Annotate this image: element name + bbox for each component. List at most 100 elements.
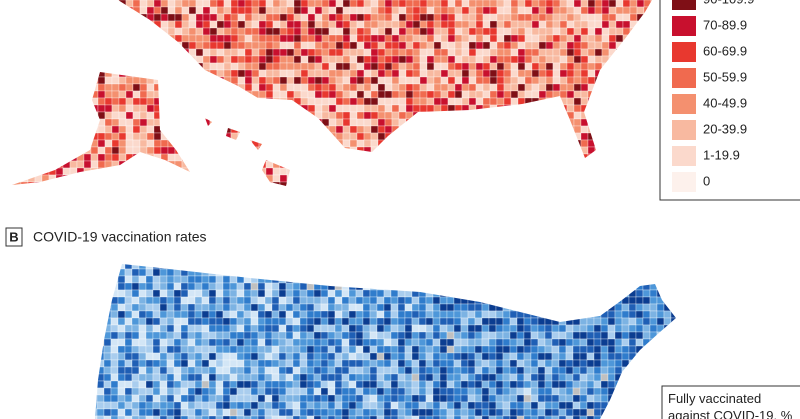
- county: [349, 118, 358, 127]
- county: [131, 264, 140, 270]
- county: [461, 104, 470, 113]
- county: [243, 317, 252, 326]
- county: [384, 69, 393, 78]
- county: [628, 338, 637, 347]
- county: [95, 352, 98, 361]
- county: [307, 55, 316, 64]
- county: [447, 174, 456, 183]
- county: [446, 310, 455, 319]
- county: [432, 345, 441, 354]
- county: [482, 6, 491, 15]
- county: [34, 132, 43, 141]
- county: [643, 174, 652, 183]
- county: [341, 394, 350, 403]
- county: [600, 268, 609, 277]
- county: [166, 366, 175, 375]
- county: [195, 160, 204, 169]
- county: [83, 104, 92, 113]
- county: [229, 373, 238, 382]
- county: [286, 62, 295, 71]
- county: [503, 104, 512, 113]
- county: [580, 0, 589, 8]
- county: [419, 111, 428, 120]
- county: [453, 275, 462, 284]
- county: [398, 160, 407, 169]
- county: [559, 90, 568, 99]
- county: [643, 118, 652, 127]
- county: [96, 310, 105, 319]
- county: [475, 104, 484, 113]
- county: [524, 76, 533, 85]
- county: [124, 394, 133, 403]
- county: [636, 111, 645, 120]
- county: [355, 359, 364, 368]
- county: [209, 6, 218, 15]
- county: [539, 189, 546, 196]
- county: [250, 289, 259, 298]
- county: [488, 373, 497, 382]
- county: [271, 310, 280, 319]
- county: [62, 97, 71, 106]
- county: [600, 380, 609, 389]
- county: [593, 394, 602, 403]
- county: [271, 331, 280, 340]
- county: [481, 324, 490, 333]
- county: [348, 359, 357, 368]
- county: [13, 27, 22, 36]
- county: [551, 387, 560, 396]
- county: [642, 275, 651, 284]
- county: [335, 153, 344, 162]
- county: [566, 139, 575, 148]
- county: [349, 97, 358, 106]
- county: [286, 181, 295, 186]
- county: [489, 48, 498, 57]
- county: [565, 359, 574, 368]
- county: [103, 366, 112, 375]
- county: [251, 125, 260, 134]
- county: [272, 132, 281, 141]
- county: [530, 359, 539, 368]
- county: [390, 408, 399, 417]
- county: [222, 268, 231, 277]
- county: [650, 146, 652, 155]
- county: [0, 147, 7, 154]
- county: [565, 415, 574, 419]
- county: [481, 352, 490, 361]
- county: [362, 282, 371, 291]
- county: [369, 296, 378, 305]
- county: [565, 275, 574, 284]
- county: [530, 387, 539, 396]
- county: [565, 310, 574, 319]
- county: [489, 146, 498, 155]
- county: [370, 55, 379, 64]
- county: [608, 104, 617, 113]
- county: [258, 125, 267, 134]
- county: [593, 352, 602, 361]
- county: [343, 189, 350, 196]
- county: [83, 146, 92, 155]
- county: [398, 132, 407, 141]
- county: [551, 359, 560, 368]
- county: [558, 394, 567, 403]
- county: [237, 181, 246, 186]
- county: [166, 373, 175, 382]
- county: [285, 331, 294, 340]
- county: [558, 408, 567, 417]
- county: [636, 41, 645, 50]
- county: [390, 366, 399, 375]
- county: [531, 69, 540, 78]
- county: [467, 289, 476, 298]
- county: [257, 317, 266, 326]
- county: [20, 160, 29, 169]
- county: [244, 174, 253, 183]
- county: [391, 139, 400, 148]
- county: [412, 34, 421, 43]
- county: [285, 415, 294, 419]
- county: [286, 174, 295, 183]
- county: [622, 118, 631, 127]
- county: [12, 111, 15, 120]
- county: [12, 62, 15, 71]
- county: [243, 310, 252, 319]
- county: [362, 310, 371, 319]
- county: [622, 167, 631, 176]
